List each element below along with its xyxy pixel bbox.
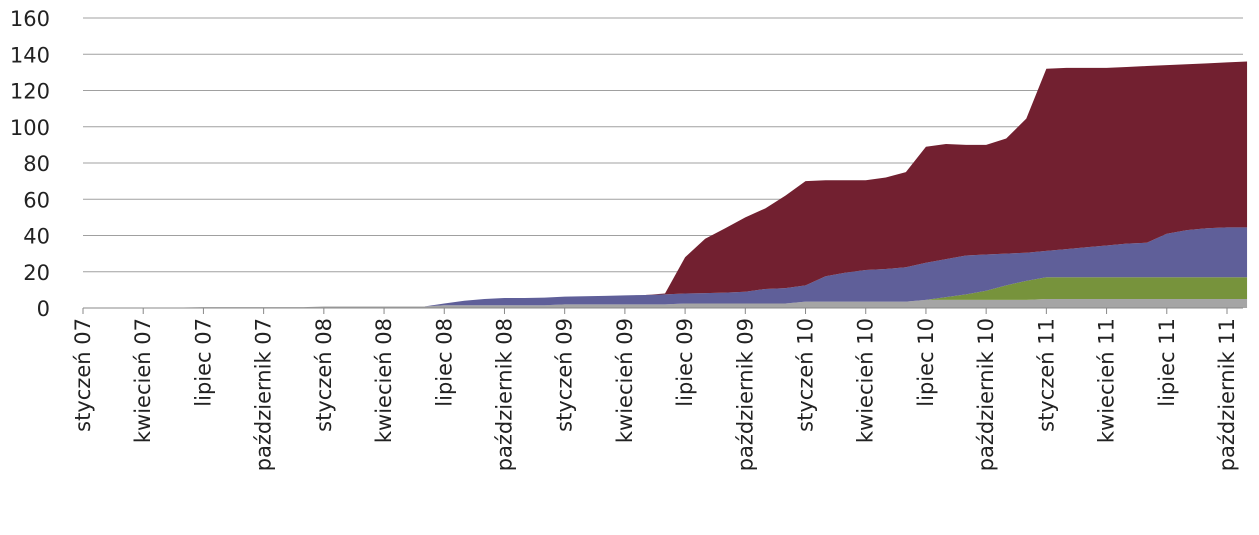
x-tick-label: kwiecień 07 (131, 318, 155, 443)
y-tick-label: 140 (10, 43, 50, 67)
area (83, 298, 1248, 308)
area (83, 61, 1248, 308)
x-tick-label: kwiecień 11 (1095, 318, 1119, 443)
x-tick-label: październik 07 (252, 318, 276, 471)
area (83, 277, 1248, 308)
x-tick-label: lipiec 09 (673, 318, 697, 407)
y-tick-label: 160 (10, 7, 50, 31)
y-tick-label: 20 (23, 261, 50, 285)
x-tick-label: lipiec 07 (191, 318, 215, 407)
x-tick-label: lipiec 10 (914, 318, 938, 407)
x-tick-label: styczeń 07 (71, 318, 95, 432)
x-tick-label: październik 09 (733, 318, 757, 471)
x-tick-label: październik 10 (974, 318, 998, 471)
y-tick-label: 120 (10, 80, 50, 104)
x-tick-label: lipiec 11 (1155, 318, 1179, 407)
y-tick-label: 40 (23, 225, 50, 249)
x-tick-label: styczeń 08 (312, 318, 336, 432)
x-tick-label: kwiecień 10 (854, 318, 878, 443)
y-tick-label: 80 (23, 152, 50, 176)
y-tick-label: 100 (10, 116, 50, 140)
x-tick-label: styczeń 09 (553, 318, 577, 432)
area (83, 227, 1248, 308)
x-tick-label: kwiecień 08 (372, 318, 396, 443)
x-tick-label: październik 08 (492, 318, 516, 471)
x-tick-label: styczeń 11 (1034, 318, 1058, 432)
y-tick-label: 0 (37, 297, 50, 321)
x-tick-label: kwiecień 09 (613, 318, 637, 443)
x-tick-label: październik 11 (1215, 318, 1239, 471)
x-tick-label: lipiec 08 (432, 318, 456, 407)
x-tick-label: styczeń 10 (794, 318, 818, 432)
y-tick-label: 60 (23, 188, 50, 212)
